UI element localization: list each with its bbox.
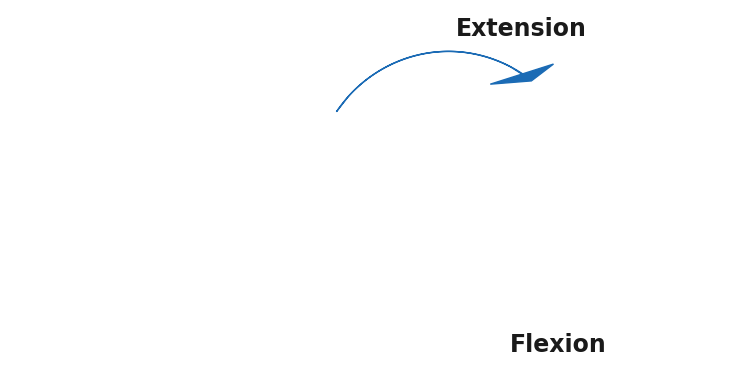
Text: Flexion: Flexion — [510, 333, 608, 357]
Polygon shape — [337, 51, 531, 112]
Text: Extension: Extension — [456, 17, 586, 41]
Polygon shape — [490, 64, 554, 84]
